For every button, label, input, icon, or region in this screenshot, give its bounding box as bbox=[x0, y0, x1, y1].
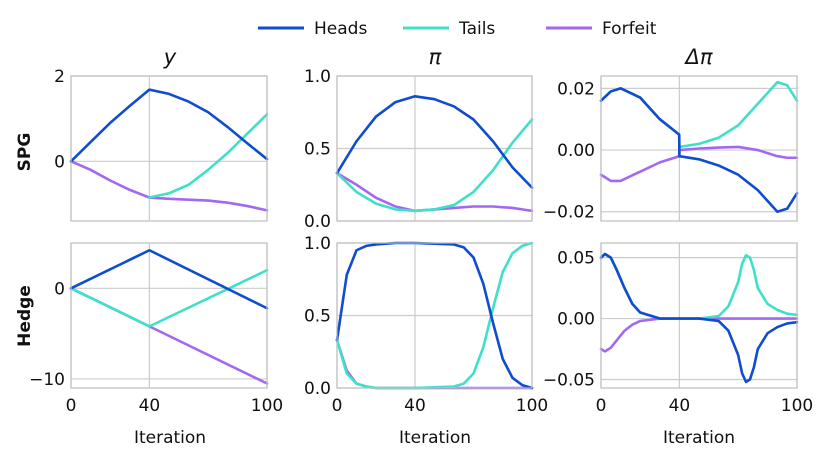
panel-spg-3: −0.02 0.00 0.02 bbox=[543, 75, 799, 223]
panel-spg-2: 0.0 0.5 1.0 bbox=[304, 67, 534, 232]
ytick-label: −0.05 bbox=[543, 370, 595, 390]
ytick-label: 0.0 bbox=[304, 379, 331, 399]
ytick-label: 0.00 bbox=[557, 141, 595, 161]
xtick-label: 0 bbox=[596, 396, 607, 416]
series-line-forfeit bbox=[599, 145, 799, 183]
ytick-label: 0.5 bbox=[304, 140, 331, 160]
series-line-heads bbox=[69, 248, 269, 310]
xtick-label: 0 bbox=[66, 396, 77, 416]
panel-spg-1: 02 bbox=[54, 67, 269, 222]
series-line-tails bbox=[69, 268, 269, 328]
legend-label-forfeit: Forfeit bbox=[602, 19, 657, 39]
series-line-tails bbox=[599, 252, 799, 320]
panel-frame bbox=[600, 75, 798, 222]
panel-frame bbox=[70, 75, 268, 222]
col-title-pi: π bbox=[429, 45, 442, 69]
row-label-spg: SPG bbox=[15, 133, 35, 172]
ytick-label: 0.00 bbox=[557, 310, 595, 330]
xtick-label: 40 bbox=[139, 396, 161, 416]
xlabel-col3: Iteration bbox=[663, 428, 735, 448]
ytick-label: 0 bbox=[54, 152, 65, 172]
ytick-label: 2 bbox=[54, 67, 65, 87]
panel-hedge-2: 0.0 0.5 1.0 0 40 100 bbox=[304, 234, 548, 416]
series-line-forfeit bbox=[335, 338, 534, 390]
ytick-label: 1.0 bbox=[304, 234, 331, 254]
col-title-delta-pi: Δπ bbox=[683, 45, 712, 69]
xlabel-col1: Iteration bbox=[134, 428, 206, 448]
series-line-tails bbox=[335, 118, 534, 213]
ytick-label: −10 bbox=[29, 370, 65, 390]
xtick-label: 0 bbox=[332, 396, 343, 416]
series-line-forfeit bbox=[69, 159, 269, 212]
panel-frame bbox=[336, 242, 533, 389]
row-label-hedge: Hedge bbox=[15, 285, 35, 347]
panel-hedge-3: −0.05 0.00 0.05 0 40 100 bbox=[543, 242, 813, 416]
panel-frame bbox=[70, 242, 268, 389]
series-line-forfeit bbox=[335, 171, 534, 213]
ytick-label: 1.0 bbox=[304, 67, 331, 87]
ytick-label: 0.02 bbox=[557, 79, 595, 99]
ytick-label: 0.05 bbox=[557, 249, 595, 269]
xtick-label: 40 bbox=[669, 396, 691, 416]
xtick-label: 40 bbox=[404, 396, 426, 416]
xlabel-col2: Iteration bbox=[399, 428, 471, 448]
xtick-label: 100 bbox=[781, 396, 813, 416]
legend: Heads Tails Forfeit bbox=[258, 19, 657, 39]
ytick-label: 0 bbox=[54, 279, 65, 299]
series-line-heads bbox=[335, 241, 534, 390]
series-line-tails bbox=[335, 241, 534, 390]
series-line-heads bbox=[69, 88, 269, 163]
ytick-label: −0.02 bbox=[543, 203, 595, 223]
series-line-heads bbox=[599, 87, 799, 214]
panel-frame bbox=[336, 75, 533, 222]
series-line-tails bbox=[148, 113, 269, 199]
xtick-label: 100 bbox=[516, 396, 548, 416]
series-line-heads bbox=[599, 252, 799, 384]
legend-label-tails: Tails bbox=[458, 19, 495, 39]
ytick-label: 0.5 bbox=[304, 307, 331, 327]
legend-label-heads: Heads bbox=[314, 19, 367, 39]
panel-frame bbox=[600, 242, 798, 389]
xtick-label: 100 bbox=[251, 396, 283, 416]
series-line-forfeit bbox=[599, 317, 799, 353]
ytick-label: 0.0 bbox=[304, 212, 331, 232]
col-title-y: y bbox=[163, 45, 177, 69]
series-line-heads bbox=[335, 95, 534, 189]
